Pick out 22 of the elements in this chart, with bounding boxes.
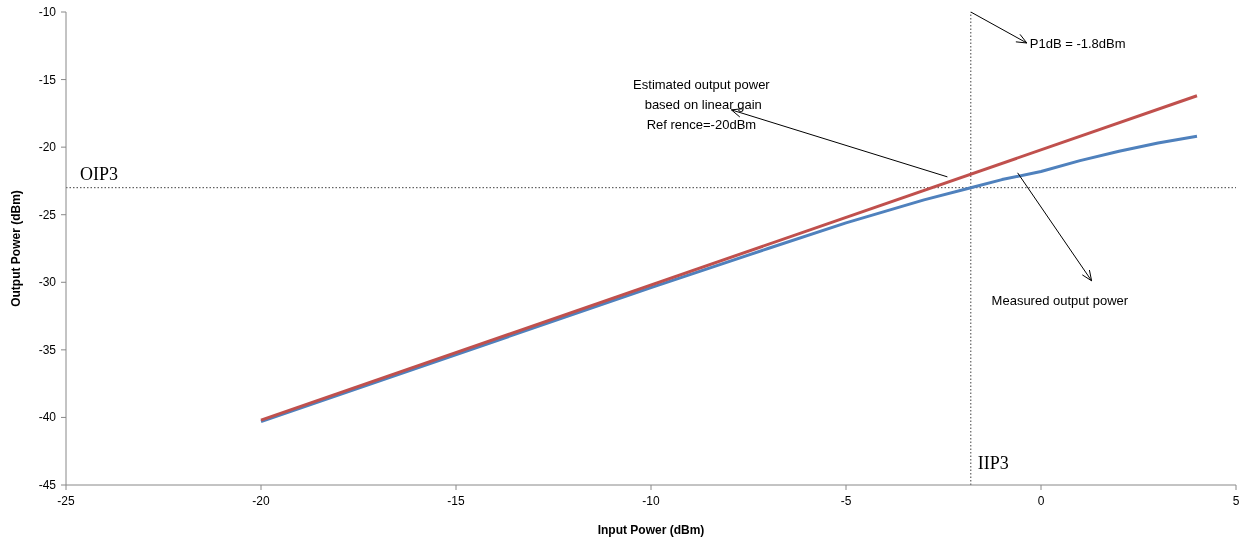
y-tick-label: -40 bbox=[38, 410, 57, 425]
annotation: P1dB = -1.8dBm bbox=[1029, 36, 1126, 51]
y-tick-label: -30 bbox=[38, 275, 57, 290]
ref-line-label: OIP3 bbox=[80, 163, 119, 184]
x-tick-label: -10 bbox=[642, 494, 660, 508]
x-tick-label: 5 bbox=[1232, 494, 1240, 508]
y-tick-label: -25 bbox=[38, 207, 57, 222]
x-tick-label: -5 bbox=[840, 494, 852, 508]
x-tick-label: 0 bbox=[1037, 494, 1045, 508]
annotation: Measured output power bbox=[991, 292, 1129, 308]
y-tick-label: -45 bbox=[38, 478, 57, 492]
x-tick-label: -20 bbox=[252, 494, 270, 508]
ref-line-label: IIP3 bbox=[977, 453, 1009, 473]
x-axis-title: Input Power (dBm) bbox=[597, 523, 705, 537]
y-tick-label: -15 bbox=[38, 72, 57, 87]
annotation: Estimated output power based on linear gain Ref rence=-20dBm bbox=[633, 76, 771, 132]
y-tick-label: -35 bbox=[38, 342, 57, 357]
y-tick-label: -20 bbox=[38, 140, 57, 155]
x-tick-label: -15 bbox=[447, 494, 465, 508]
y-tick-label: -10 bbox=[38, 5, 57, 19]
x-tick-label: -25 bbox=[57, 494, 75, 508]
y-axis-title: Output Power (dBm) bbox=[9, 190, 23, 307]
